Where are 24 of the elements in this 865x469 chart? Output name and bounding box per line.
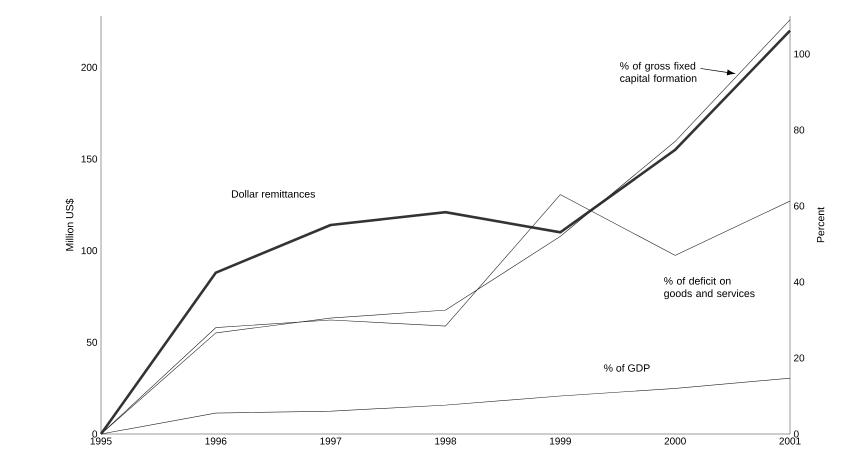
x-tick-label: 1999 xyxy=(550,438,571,445)
y2-tick-label: 20 xyxy=(794,354,804,362)
text: % of deficit on goods and services xyxy=(664,276,755,300)
y2-axis-title: Percent xyxy=(817,207,824,242)
y-tick-label: 150 xyxy=(82,155,98,163)
y2-tick-label: 80 xyxy=(794,126,804,134)
y2-tick-label: 60 xyxy=(794,202,804,210)
x-tick-label: 2000 xyxy=(664,438,686,445)
x-tick-label: 1998 xyxy=(435,438,456,445)
text: Dollar remittances xyxy=(232,190,315,198)
x-tick-label: 2001 xyxy=(779,438,801,445)
y2-tick-label: 0 xyxy=(794,430,799,438)
series-label: % of GDP xyxy=(604,364,650,372)
y-tick-label: 50 xyxy=(86,338,98,346)
text: % of gross fixed capital formation xyxy=(620,62,696,84)
y-tick-label: 0 xyxy=(92,430,98,438)
y2-tick-label: 40 xyxy=(794,278,804,286)
y2-tick-label: 100 xyxy=(794,50,810,58)
y-tick-label: 100 xyxy=(82,247,98,254)
y-axis-title: Million US$ xyxy=(66,198,74,251)
x-tick-label: 1996 xyxy=(206,438,226,445)
x-tick-label: 1995 xyxy=(90,438,112,445)
x-tick-label: 1997 xyxy=(320,438,342,445)
y-tick-label: 200 xyxy=(81,64,98,71)
